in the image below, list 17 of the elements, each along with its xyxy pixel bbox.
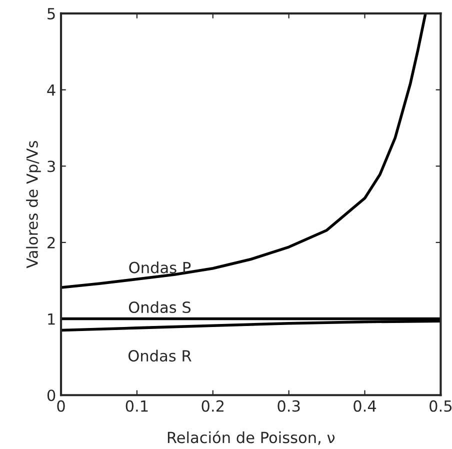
y-tick-label: 2 [48,236,55,248]
x-tick-label: 0.3 [278,400,300,412]
x-axis-title: Relación de Poisson, ν [168,430,335,445]
series-label: Ondas P [129,262,191,274]
y-tick-label: 5 [48,8,55,20]
x-tick-label: 0 [57,400,65,412]
y-tick-label: 0 [47,390,56,402]
series-label: Ondas S [128,301,191,314]
y-tick-label: 3 [48,160,55,172]
y-tick-label: 1 [48,313,55,325]
x-tick-label: 0.5 [430,400,452,412]
y-tick-label: 4 [47,84,56,96]
x-tick-label: 0.2 [202,400,224,412]
x-tick-label: 0.1 [126,400,148,412]
series-label: Ondas R [128,350,192,362]
y-axis-title: Valores de Vp/Vs [26,141,41,268]
x-tick-label: 0.4 [354,400,376,412]
